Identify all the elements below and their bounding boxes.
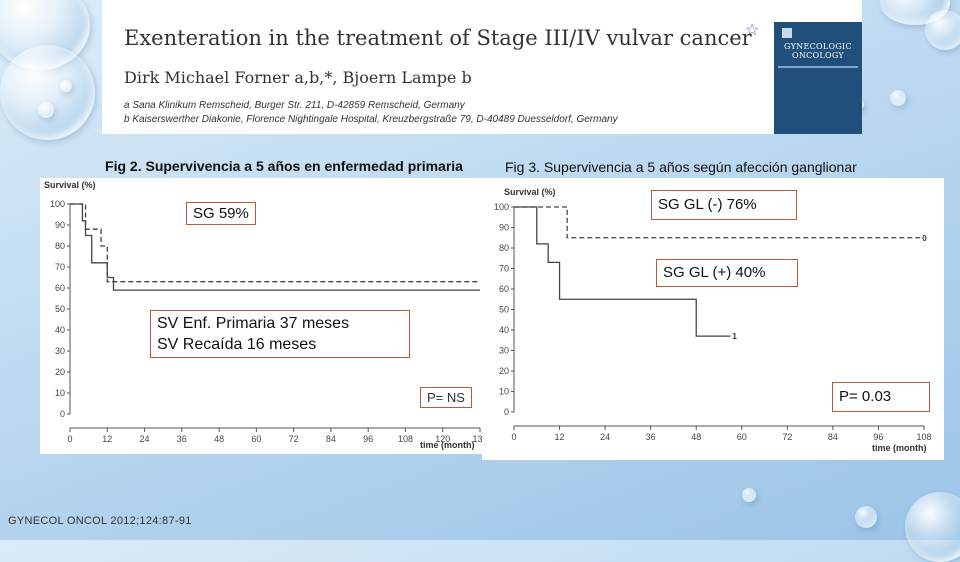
y-tick-label: 60: [55, 283, 65, 293]
fig3-pos-label: SG GL (+) 40%: [656, 259, 798, 287]
y-tick-label: 80: [55, 241, 65, 251]
x-tick-label: 24: [140, 434, 150, 444]
water-drop: [38, 102, 54, 118]
fig2-sv-box: SV Enf. Primaria 37 meses SV Recaída 16 …: [150, 310, 410, 358]
curve-end-marker: 0: [922, 234, 927, 243]
y-tick-label: 50: [55, 304, 65, 314]
survival-curve-dashed: [514, 206, 921, 239]
affiliation-a: a Sana Klinikum Remscheid, Burger Str. 2…: [124, 100, 465, 111]
x-tick-label: 24: [600, 432, 610, 442]
fig2-title: Fig 2. Supervivencia a 5 años en enferme…: [92, 157, 476, 175]
y-tick-label: 60: [499, 284, 509, 294]
x-tick-label: 132: [472, 434, 484, 444]
x-tick-label: 36: [646, 432, 656, 442]
y-tick-label: 30: [55, 346, 65, 356]
y-tick-label: 90: [55, 220, 65, 230]
affiliation-b: b Kaiserswerther Diakonie, Florence Nigh…: [124, 114, 618, 125]
x-tick-label: 120: [435, 434, 450, 444]
water-drop: [890, 90, 906, 106]
paper-authors: Dirk Michael Forner a,b,*, Bjoern Lampe …: [124, 68, 472, 87]
y-tick-label: 40: [55, 325, 65, 335]
x-tick-label: 48: [214, 434, 224, 444]
y-axis-label: Survival (%): [504, 187, 556, 197]
x-tick-label: 60: [251, 434, 261, 444]
water-drop: [0, 45, 95, 140]
x-tick-label: 0: [67, 434, 72, 444]
x-tick-label: 48: [691, 432, 701, 442]
x-tick-label: 36: [177, 434, 187, 444]
water-drop: [742, 488, 756, 502]
y-tick-label: 100: [50, 199, 65, 209]
journal-cover: GYNECOLOGIC ONCOLOGY: [774, 22, 862, 134]
paper-header: Exenteration in the treatment of Stage I…: [102, 0, 862, 134]
x-axis-label: time (month): [872, 443, 927, 453]
y-tick-label: 0: [504, 407, 509, 417]
x-tick-label: 96: [873, 432, 883, 442]
x-tick-label: 72: [782, 432, 792, 442]
survival-curve-solid: [514, 206, 731, 337]
y-axis-label: Survival (%): [44, 180, 96, 190]
x-axis-label: time (month): [420, 440, 475, 450]
fig3-chart: Survival (%)time (month)0102030405060708…: [494, 187, 932, 453]
y-tick-label: 50: [499, 305, 509, 315]
fig2-sv-primary: SV Enf. Primaria 37 meses: [157, 315, 350, 332]
y-tick-label: 20: [499, 366, 509, 376]
fig3-p-label: P= 0.03: [832, 382, 930, 412]
x-tick-label: 60: [737, 432, 747, 442]
cover-strip: [778, 66, 858, 68]
paper-title: Exenteration in the treatment of Stage I…: [124, 26, 752, 50]
fig2-sv-relapse: SV Recaída 16 meses: [157, 336, 317, 353]
fig2-p-label: P= NS: [420, 387, 472, 408]
star-icon: ☆: [745, 22, 760, 39]
citation: GYNECOL ONCOL 2012;124:87-91: [8, 515, 192, 527]
water-drop: [60, 80, 72, 92]
x-tick-label: 12: [555, 432, 565, 442]
x-tick-label: 96: [363, 434, 373, 444]
y-tick-label: 20: [55, 367, 65, 377]
fig3-panel: Survival (%) time (month) 0 10 20 30 40 50 60 70 8…: [482, 178, 944, 460]
y-tick-label: 10: [55, 388, 65, 398]
y-tick-label: 70: [499, 264, 509, 274]
y-tick-label: 30: [499, 346, 509, 356]
x-tick-label: 72: [289, 434, 299, 444]
x-tick-label: 0: [511, 432, 516, 442]
journal-logo-icon: [782, 28, 792, 38]
fig3-neg-label: SG GL (-) 76%: [651, 190, 797, 220]
fig2-sg-label: SG 59%: [186, 202, 256, 225]
journal-name: GYNECOLOGIC ONCOLOGY: [784, 42, 852, 60]
x-tick-label: 84: [828, 432, 838, 442]
y-tick-label: 100: [494, 202, 509, 212]
fig3-title: Fig 3. Supervivencia a 5 años según afec…: [505, 159, 857, 175]
water-drop: [905, 492, 960, 562]
fig2-chart: Survival (%) time (month) 0 10 20 30 40 50 60 70 8…: [44, 180, 484, 450]
survival-curve-solid: [70, 203, 480, 291]
water-drop: [855, 506, 877, 528]
fig2-title-text: Fig 2. Supervivencia a 5 años en enferme…: [105, 158, 463, 174]
x-tick-label: 108: [398, 434, 413, 444]
x-tick-label: 108: [916, 432, 931, 442]
survival-curve-dashed: [70, 203, 480, 283]
x-tick-label: 84: [326, 434, 336, 444]
curve-end-marker: 1: [732, 332, 737, 341]
y-tick-label: 40: [499, 325, 509, 335]
water-drop: [925, 10, 960, 50]
y-tick-label: 80: [499, 243, 509, 253]
y-tick-label: 70: [55, 262, 65, 272]
y-tick-label: 10: [499, 387, 509, 397]
x-tick-label: 12: [102, 434, 112, 444]
y-tick-label: 90: [499, 223, 509, 233]
y-tick-label: 0: [60, 409, 65, 419]
